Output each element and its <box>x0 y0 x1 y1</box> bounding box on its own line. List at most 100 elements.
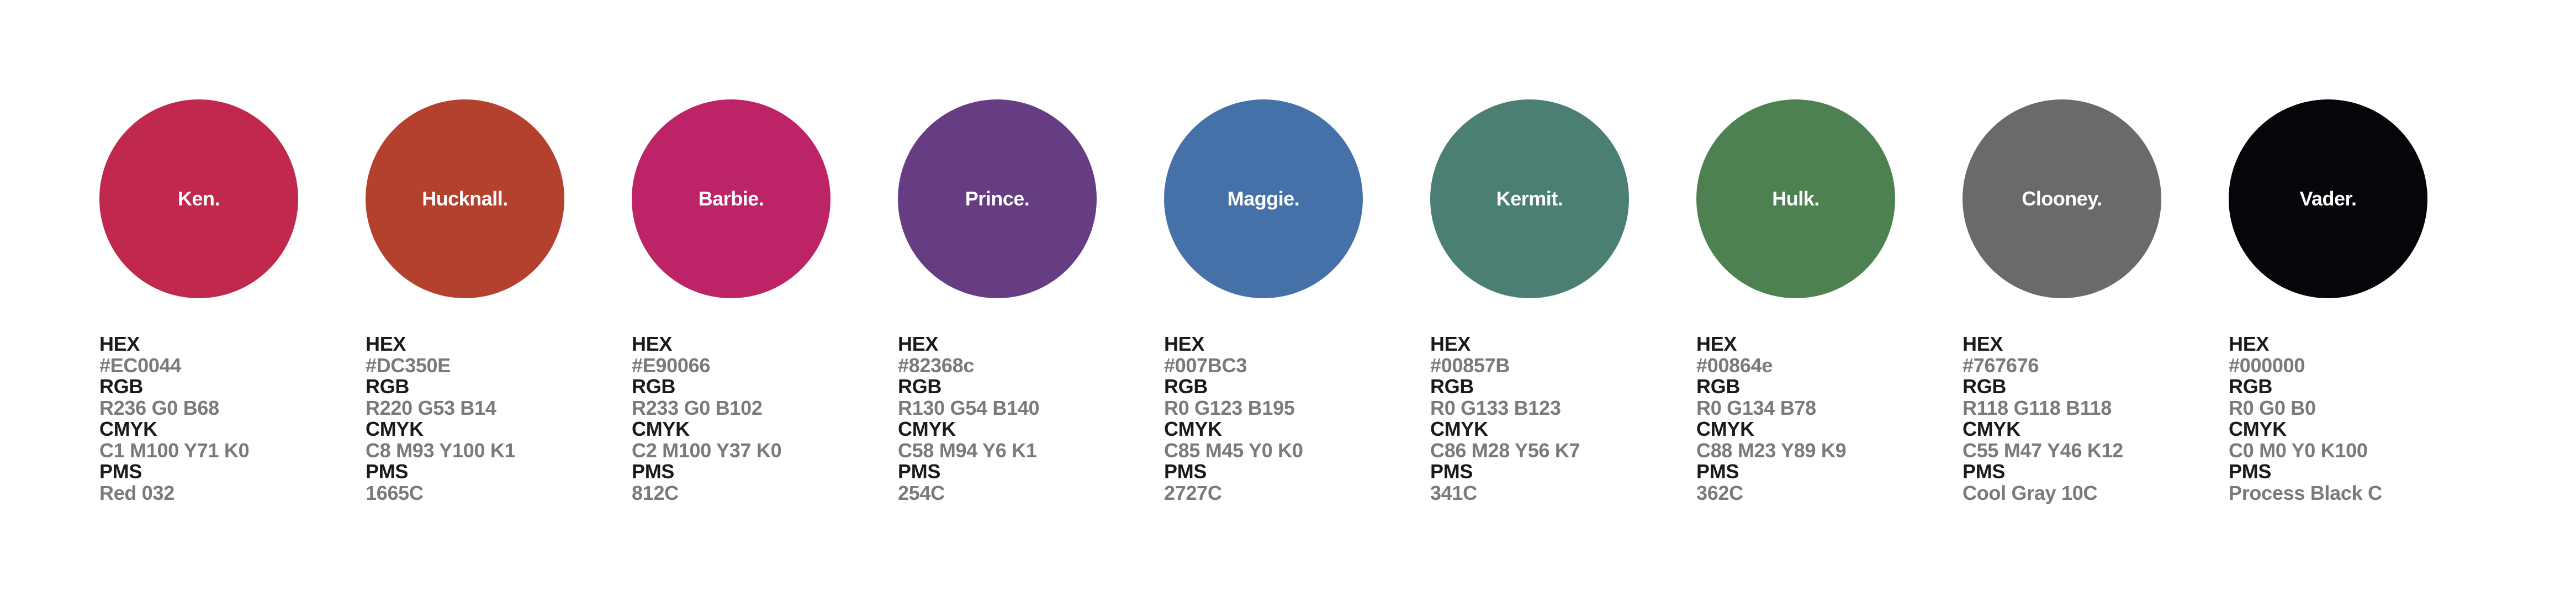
pms-label: PMS <box>1963 460 2006 483</box>
hex-label: HEX <box>632 332 673 355</box>
cmyk-value: C1 M100 Y71 K0 <box>99 439 250 462</box>
hex-label: HEX <box>1430 332 1471 355</box>
hex-label: HEX <box>366 332 406 355</box>
cmyk-value: C85 M45 Y0 K0 <box>1164 439 1303 462</box>
hex-label: HEX <box>2229 332 2270 355</box>
cmyk-label: CMYK <box>366 418 424 440</box>
color-circle: Kermit. <box>1430 99 1629 298</box>
rgb-label: RGB <box>1963 375 2007 398</box>
hex-value: #EC0044 <box>99 353 182 377</box>
rgb-value: R0 G134 B78 <box>1696 396 1816 419</box>
rgb-label: RGB <box>2229 375 2273 398</box>
hex-value: #00864e <box>1696 353 1773 377</box>
hex-value: #DC350E <box>366 353 451 377</box>
color-spec: HEX #767676 RGB R118 G118 B118 CMYK C55 … <box>1963 332 2200 504</box>
color-name: Kermit. <box>1496 187 1563 210</box>
rgb-label: RGB <box>1430 375 1474 398</box>
color-name: Hulk. <box>1772 187 1819 210</box>
hex-value: #000000 <box>2229 353 2305 377</box>
swatch-clooney: Clooney. HEX #767676 RGB R118 G118 B118 … <box>1963 99 2200 504</box>
cmyk-value: C55 M47 Y46 K12 <box>1963 439 2124 462</box>
color-spec: HEX #007BC3 RGB R0 G123 B195 CMYK C85 M4… <box>1164 332 1401 504</box>
color-name: Clooney. <box>2022 187 2102 210</box>
pms-value: Red 032 <box>99 481 174 504</box>
color-spec: HEX #E90066 RGB R233 G0 B102 CMYK C2 M10… <box>632 332 869 504</box>
cmyk-label: CMYK <box>898 418 956 440</box>
color-circle: Hucknall. <box>366 99 564 298</box>
pms-value: 341C <box>1430 481 1477 504</box>
pms-label: PMS <box>1696 460 1739 483</box>
color-name: Barbie. <box>698 187 764 210</box>
cmyk-value: C2 M100 Y37 K0 <box>632 439 782 462</box>
color-name: Vader. <box>2299 187 2357 210</box>
cmyk-label: CMYK <box>1430 418 1488 440</box>
swatch-ken: Ken. HEX #EC0044 RGB R236 G0 B68 CMYK C1… <box>99 99 337 504</box>
hex-label: HEX <box>1164 332 1205 355</box>
rgb-label: RGB <box>1164 375 1208 398</box>
pms-label: PMS <box>99 460 142 483</box>
swatch-barbie: Barbie. HEX #E90066 RGB R233 G0 B102 CMY… <box>632 99 869 504</box>
rgb-value: R236 G0 B68 <box>99 396 219 419</box>
hex-value: #007BC3 <box>1164 353 1247 377</box>
pms-value: Cool Gray 10C <box>1963 481 2098 504</box>
pms-value: 812C <box>632 481 679 504</box>
swatch-hucknall: Hucknall. HEX #DC350E RGB R220 G53 B14 C… <box>366 99 603 504</box>
color-spec: HEX #DC350E RGB R220 G53 B14 CMYK C8 M93… <box>366 332 603 504</box>
rgb-label: RGB <box>632 375 676 398</box>
swatch-kermit: Kermit. HEX #00857B RGB R0 G133 B123 CMY… <box>1430 99 1668 504</box>
hex-label: HEX <box>898 332 939 355</box>
color-circle: Prince. <box>898 99 1097 298</box>
cmyk-label: CMYK <box>1164 418 1222 440</box>
pms-value: 1665C <box>366 481 424 504</box>
swatch-hulk: Hulk. HEX #00864e RGB R0 G134 B78 CMYK C… <box>1696 99 1934 504</box>
rgb-value: R233 G0 B102 <box>632 396 763 419</box>
rgb-label: RGB <box>1696 375 1741 398</box>
pms-label: PMS <box>2229 460 2272 483</box>
cmyk-label: CMYK <box>632 418 690 440</box>
cmyk-label: CMYK <box>99 418 157 440</box>
hex-label: HEX <box>1696 332 1737 355</box>
pms-value: 362C <box>1696 481 1743 504</box>
pms-label: PMS <box>366 460 409 483</box>
rgb-value: R0 G133 B123 <box>1430 396 1561 419</box>
color-circle: Barbie. <box>632 99 831 298</box>
color-circle: Hulk. <box>1696 99 1895 298</box>
pms-value: 254C <box>898 481 945 504</box>
pms-label: PMS <box>1164 460 1207 483</box>
swatch-vader: Vader. HEX #000000 RGB R0 G0 B0 CMYK C0 … <box>2229 99 2466 504</box>
color-spec: HEX #00857B RGB R0 G133 B123 CMYK C86 M2… <box>1430 332 1668 504</box>
rgb-value: R0 G123 B195 <box>1164 396 1295 419</box>
cmyk-value: C86 M28 Y56 K7 <box>1430 439 1580 462</box>
swatch-prince: Prince. HEX #82368c RGB R130 G54 B140 CM… <box>898 99 1135 504</box>
swatch-maggie: Maggie. HEX #007BC3 RGB R0 G123 B195 CMY… <box>1164 99 1401 504</box>
color-spec: HEX #EC0044 RGB R236 G0 B68 CMYK C1 M100… <box>99 332 337 504</box>
rgb-value: R130 G54 B140 <box>898 396 1040 419</box>
pms-label: PMS <box>898 460 941 483</box>
rgb-label: RGB <box>99 375 144 398</box>
hex-value: #82368c <box>898 353 975 377</box>
hex-value: #00857B <box>1430 353 1510 377</box>
pms-value: Process Black C <box>2229 481 2382 504</box>
color-name: Maggie. <box>1227 187 1300 210</box>
color-circle: Ken. <box>99 99 298 298</box>
hex-label: HEX <box>1963 332 2003 355</box>
color-spec: HEX #00864e RGB R0 G134 B78 CMYK C88 M23… <box>1696 332 1934 504</box>
cmyk-label: CMYK <box>1963 418 2020 440</box>
cmyk-value: C8 M93 Y100 K1 <box>366 439 516 462</box>
rgb-label: RGB <box>366 375 410 398</box>
rgb-value: R0 G0 B0 <box>2229 396 2316 419</box>
color-name: Ken. <box>177 187 220 210</box>
pms-value: 2727C <box>1164 481 1222 504</box>
cmyk-label: CMYK <box>2229 418 2287 440</box>
pms-label: PMS <box>632 460 675 483</box>
cmyk-value: C0 M0 Y0 K100 <box>2229 439 2368 462</box>
hex-value: #E90066 <box>632 353 711 377</box>
hex-label: HEX <box>99 332 140 355</box>
color-spec: HEX #82368c RGB R130 G54 B140 CMYK C58 M… <box>898 332 1135 504</box>
hex-value: #767676 <box>1963 353 2039 377</box>
color-circle: Maggie. <box>1164 99 1363 298</box>
cmyk-value: C88 M23 Y89 K9 <box>1696 439 1847 462</box>
color-spec: HEX #000000 RGB R0 G0 B0 CMYK C0 M0 Y0 K… <box>2229 332 2466 504</box>
cmyk-value: C58 M94 Y6 K1 <box>898 439 1037 462</box>
